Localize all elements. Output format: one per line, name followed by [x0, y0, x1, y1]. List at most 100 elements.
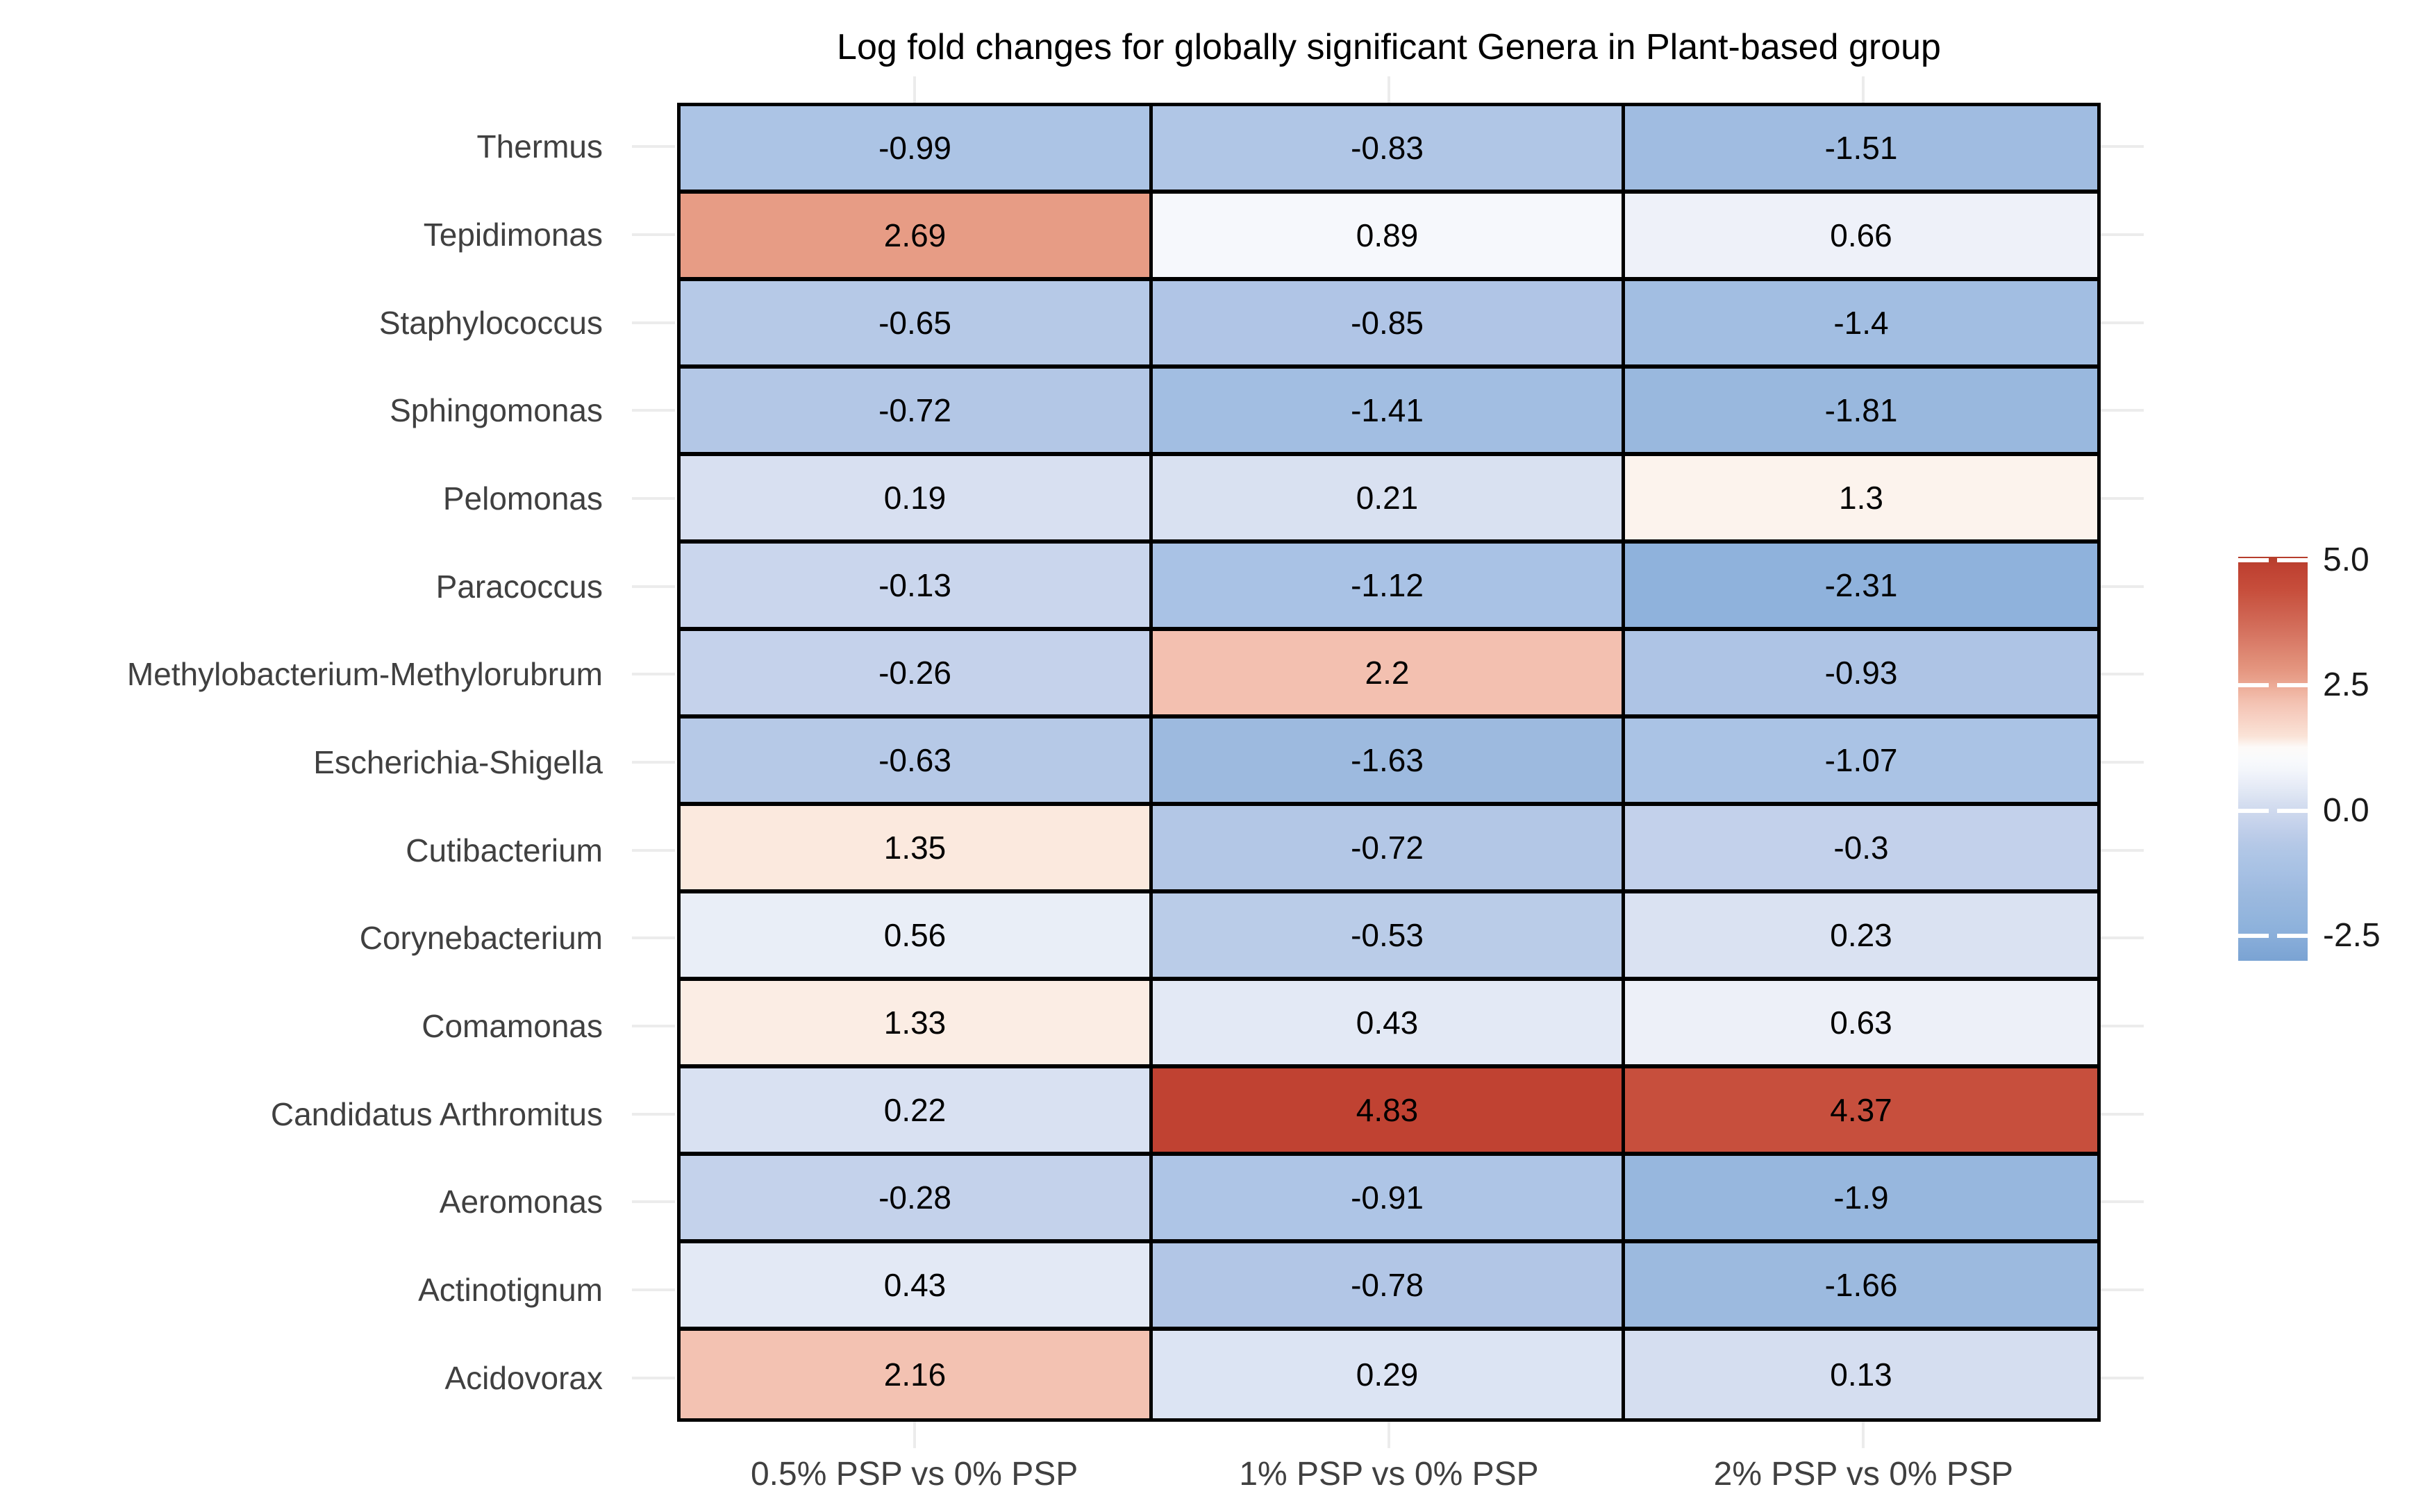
row-label: Pelomonas	[442, 480, 603, 516]
gridline-stub	[632, 1288, 675, 1291]
gridline-stub	[2101, 848, 2144, 852]
heatmap-cell: 4.37	[1625, 1068, 2097, 1156]
row-label: Escherichia-Shigella	[313, 744, 603, 780]
row-label: Comamonas	[422, 1007, 603, 1044]
heatmap-cell: -0.91	[1153, 1156, 1625, 1243]
heatmap-cell: -0.13	[681, 544, 1153, 631]
gridline-stub	[632, 409, 675, 412]
gridline-stub	[2101, 409, 2144, 412]
row-label: Thermus	[476, 128, 603, 165]
heatmap-cell: 0.19	[681, 456, 1153, 544]
gridline-stub	[632, 1376, 675, 1379]
heatmap-cell: -0.83	[1153, 106, 1625, 194]
heatmap-cell: 0.43	[681, 1243, 1153, 1331]
gridline-stub	[632, 233, 675, 236]
gridline-stub	[632, 145, 675, 149]
heatmap-cell: -0.65	[681, 281, 1153, 369]
gridline-stub	[2101, 1288, 2144, 1291]
legend-tick-label: 2.5	[2323, 666, 2369, 704]
legend-tick-mark	[2277, 808, 2313, 813]
row-label: Aeromonas	[439, 1184, 603, 1220]
gridline-stub	[1388, 76, 1390, 103]
heatmap-panel: -0.99 -0.83 -1.51 2.69 0.89 0.66 -0.65 -0.85 -1.…	[677, 103, 2101, 1422]
heatmap-cell: -1.12	[1153, 544, 1625, 631]
row-label: Cutibacterium	[406, 832, 603, 868]
heatmap-cell: -1.63	[1153, 719, 1625, 806]
heatmap-cell: 0.22	[681, 1068, 1153, 1156]
gridline-stub	[1862, 1422, 1865, 1448]
legend-tick-mark	[2277, 933, 2313, 938]
heatmap-cell: -2.31	[1625, 544, 2097, 631]
heatmap-cell: 0.89	[1153, 194, 1625, 281]
heatmap-cell: -0.85	[1153, 281, 1625, 369]
heatmap-cell: -1.4	[1625, 281, 2097, 369]
gridline-stub	[2101, 936, 2144, 940]
heatmap-cell: -1.66	[1625, 1243, 2097, 1331]
gridline-stub	[1388, 1422, 1390, 1448]
row-label: Candidatus Arthromitus	[270, 1095, 603, 1132]
legend-tick-label: 5.0	[2323, 541, 2369, 579]
legend-tick-label: 0.0	[2323, 791, 2369, 829]
gridline-stub	[632, 1025, 675, 1027]
gridline-stub	[912, 76, 916, 103]
legend-tick-mark	[2233, 683, 2269, 688]
gridline-stub	[2101, 1200, 2144, 1204]
heatmap-cell: 0.21	[1153, 456, 1625, 544]
gridline-stub	[632, 761, 675, 764]
heatmap-cell: -1.81	[1625, 369, 2097, 456]
heatmap-cell: 0.13	[1625, 1331, 2097, 1418]
heatmap-cell: 1.33	[681, 981, 1153, 1068]
legend-tick-mark	[2233, 933, 2269, 938]
legend-tick-mark	[2233, 558, 2269, 563]
row-label: Paracoccus	[435, 568, 603, 605]
heatmap-cell: -0.28	[681, 1156, 1153, 1243]
gridline-stub	[912, 1422, 916, 1448]
heatmap-cell: 0.23	[1625, 893, 2097, 981]
row-label: Staphylococcus	[378, 304, 603, 341]
column-label: 0.5% PSP vs 0% PSP	[750, 1456, 1078, 1493]
gridline-stub	[2101, 585, 2144, 588]
heatmap-cell: 0.29	[1153, 1331, 1625, 1418]
heatmap-cell: 0.43	[1153, 981, 1625, 1068]
heatmap-cell: -0.72	[1153, 806, 1625, 893]
row-label: Corynebacterium	[359, 920, 603, 957]
gridline-stub	[632, 321, 675, 324]
heatmap-cell: -1.51	[1625, 106, 2097, 194]
gridline-stub	[632, 1112, 675, 1116]
gridline-stub	[632, 585, 675, 588]
gridline-stub	[632, 1200, 675, 1204]
heatmap-cell: -1.07	[1625, 719, 2097, 806]
gridline-stub	[632, 497, 675, 500]
row-label: Sphingomonas	[390, 392, 603, 429]
gridline-stub	[632, 936, 675, 940]
row-label: Methylobacterium-Methylorubrum	[126, 656, 603, 693]
heatmap-cell: 0.66	[1625, 194, 2097, 281]
heatmap-cell: -0.26	[681, 631, 1153, 719]
heatmap-cell: 2.69	[681, 194, 1153, 281]
row-label: Acidovorax	[444, 1359, 603, 1396]
heatmap-cell: -0.93	[1625, 631, 2097, 719]
gridline-stub	[1862, 76, 1865, 103]
gridline-stub	[2101, 1376, 2144, 1379]
heatmap-cell: 0.63	[1625, 981, 2097, 1068]
heatmap-cell: -0.3	[1625, 806, 2097, 893]
heatmap-cell: -0.72	[681, 369, 1153, 456]
gridline-stub	[632, 848, 675, 852]
legend-tick-mark	[2277, 683, 2313, 688]
heatmap-cell: 1.3	[1625, 456, 2097, 544]
y-axis-row-labels: Thermus Tepidimonas Staphylococcus Sphingom…	[0, 103, 603, 1422]
heatmap-cell: -0.53	[1153, 893, 1625, 981]
heatmap-cell: -0.78	[1153, 1243, 1625, 1331]
heatmap-cell: 0.56	[681, 893, 1153, 981]
row-label: Actinotignum	[418, 1271, 603, 1308]
heatmap-cell: -0.99	[681, 106, 1153, 194]
gridline-stub	[2101, 1025, 2144, 1027]
legend-tick-mark	[2233, 808, 2269, 813]
gridline-stub	[2101, 673, 2144, 676]
heatmap-cell: -0.63	[681, 719, 1153, 806]
heatmap-cell: -1.41	[1153, 369, 1625, 456]
gridline-stub	[2101, 321, 2144, 324]
heatmap-cell: 1.35	[681, 806, 1153, 893]
chart-title: Log fold changes for globally significan…	[837, 27, 1941, 67]
heatmap-cell: -1.9	[1625, 1156, 2097, 1243]
